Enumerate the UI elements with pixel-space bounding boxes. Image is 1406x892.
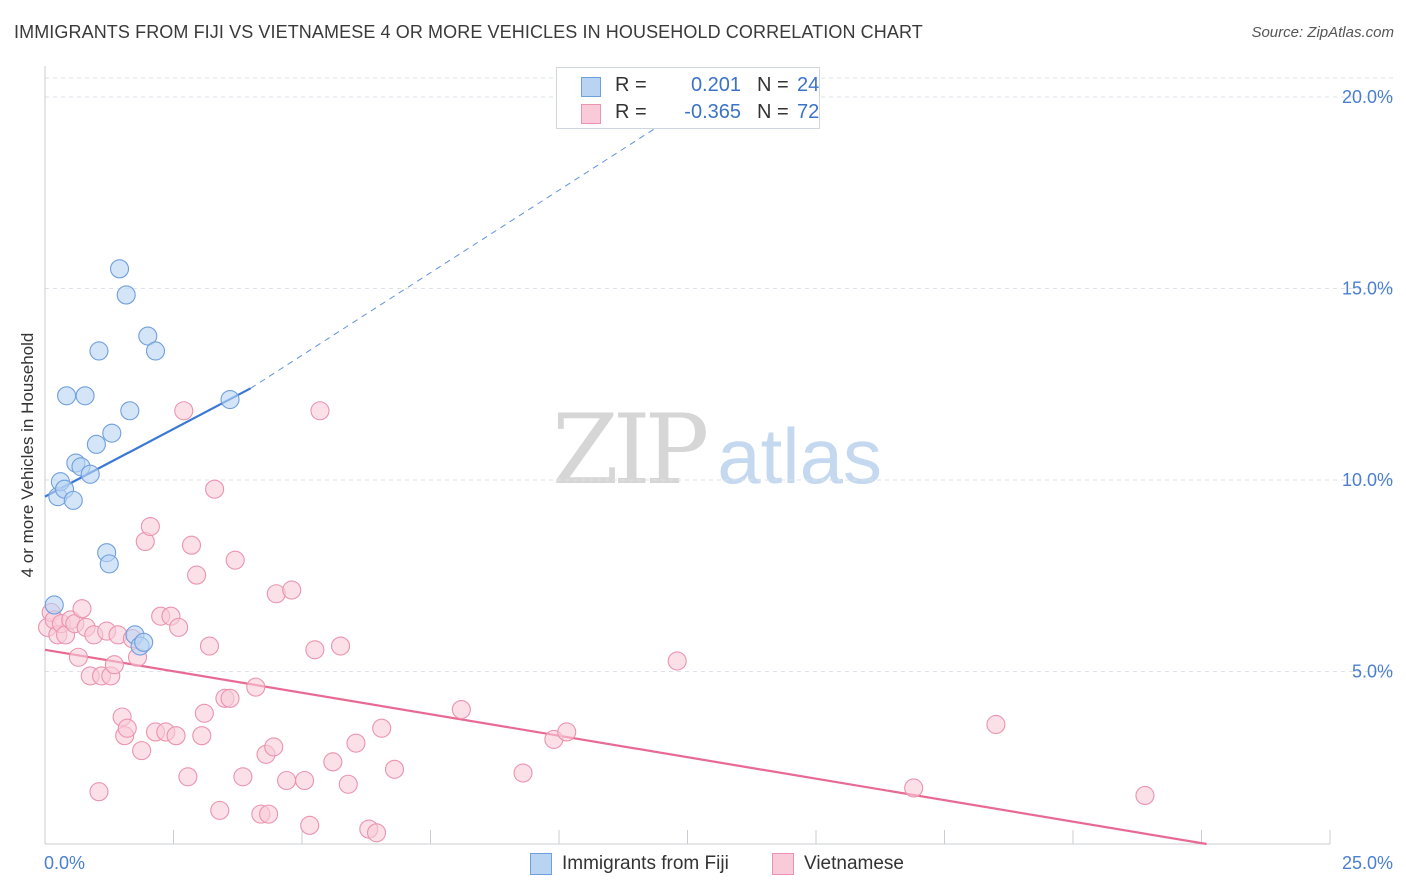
vietnamese-point (194, 703, 214, 723)
vietnamese-point (300, 815, 320, 835)
vietnamese-point (132, 741, 152, 761)
gridlines (45, 77, 1394, 672)
legend-r-value: 0.201 (690, 74, 741, 96)
data-points (38, 259, 1155, 843)
fiji-point (109, 259, 130, 279)
vietnamese-point (117, 718, 137, 738)
vietnamese-point (451, 699, 471, 720)
fiji-point (44, 595, 64, 615)
vietnamese-point (246, 677, 266, 697)
fiji-point (75, 386, 95, 406)
series-label-vietnamese: Vietnamese (804, 853, 904, 874)
vietnamese-point (225, 550, 245, 570)
y-tick-label: 20.0% (1342, 87, 1393, 107)
vietnamese-point (384, 759, 405, 779)
vietnamese-point (210, 800, 230, 820)
vietnamese-point (346, 733, 366, 753)
vietnamese-point (557, 722, 577, 742)
fiji-point (86, 434, 106, 454)
vietnamese-point (187, 565, 207, 585)
watermark: ZIP atlas (552, 402, 882, 499)
axes (44, 66, 1331, 845)
chart-title: IMMIGRANTS FROM FIJI VS VIETNAMESE 4 OR … (14, 22, 923, 42)
vietnamese-point (513, 763, 533, 783)
vietnamese-point (305, 640, 325, 660)
source-label: Source: ZipAtlas.com (1251, 24, 1394, 41)
legend-swatch-vietnamese (581, 104, 601, 124)
fiji-point (116, 285, 136, 305)
fiji-point (145, 341, 166, 361)
trend-lines (44, 74, 1207, 846)
vietnamese-point (277, 770, 297, 791)
fiji-point (120, 401, 140, 421)
vietnamese-point (904, 778, 924, 798)
series-legend: Immigrants from Fiji Vietnamese (0, 852, 1406, 878)
vietnamese-point (667, 651, 687, 671)
vietnamese-point (338, 774, 358, 794)
vietnamese-point (166, 726, 186, 746)
fiji-point (102, 423, 122, 443)
legend-r-label: R = (615, 74, 647, 96)
vietnamese-point (282, 580, 302, 600)
fiji-point (134, 632, 154, 652)
fiji-point (80, 464, 100, 484)
watermark-zip: ZIP (552, 394, 709, 506)
vietnamese-point (68, 647, 88, 667)
legend-n-label: N = (757, 74, 789, 96)
series-swatch-fiji (530, 853, 552, 875)
vietnamese-point (330, 636, 351, 656)
fiji-point (138, 326, 158, 346)
correlation-legend: R = 0.201 N = 24 R = -0.365 N = 72 (556, 67, 820, 129)
legend-n-label: N = (757, 101, 789, 123)
y-tick-label: 10.0% (1342, 470, 1393, 490)
legend-n-value: 72 (797, 101, 820, 123)
vietnamese-point (259, 804, 279, 824)
vietnamese-point (72, 599, 92, 619)
vietnamese-point (192, 726, 212, 746)
vietnamese-point (323, 752, 343, 772)
vietnamese-point (366, 823, 387, 843)
vietnamese-point (310, 401, 330, 421)
fiji-point (57, 386, 77, 406)
legend-n-value: 24 (797, 74, 820, 96)
fiji-point (89, 341, 109, 361)
fiji-point (220, 389, 240, 410)
series-label-fiji: Immigrants from Fiji (562, 853, 729, 874)
y-tick-label: 5.0% (1352, 662, 1393, 682)
vietnamese-point (233, 767, 253, 787)
y-tick-labels: 5.0% 10.0% 15.0% 20.0% (1342, 87, 1393, 682)
vietnamese-point (1135, 785, 1155, 805)
vietnamese-point (205, 479, 225, 499)
fiji-point (99, 554, 119, 574)
x-tick-labels: 0.0% 25.0% (44, 853, 1393, 873)
vietnamese-point (174, 401, 194, 421)
legend-swatch-fiji (581, 77, 601, 97)
vietnamese-point (372, 718, 392, 738)
legend-r-label: R = (615, 101, 647, 123)
vietnamese-point (264, 737, 284, 757)
vietnamese-point (169, 617, 189, 637)
vietnamese-point (295, 770, 315, 791)
vietnamese-trend-line (44, 648, 1207, 846)
vietnamese-point (199, 636, 220, 656)
x-tick-label: 0.0% (44, 853, 85, 873)
fiji-point (63, 490, 83, 510)
vietnamese-point (986, 714, 1006, 735)
vietnamese-point (140, 516, 160, 537)
fiji-trend-line (44, 387, 252, 498)
vietnamese-point (104, 655, 124, 675)
watermark-atlas: atlas (717, 412, 882, 500)
x-tick-label: 25.0% (1342, 853, 1393, 873)
vietnamese-point (220, 688, 240, 708)
legend-r-value: -0.365 (684, 101, 741, 123)
vietnamese-point (181, 535, 202, 555)
fiji-trend-extension (250, 74, 740, 389)
vietnamese-point (89, 782, 109, 802)
series-swatch-vietnamese (772, 853, 794, 875)
vietnamese-point (178, 767, 198, 787)
y-tick-label: 15.0% (1342, 279, 1393, 299)
